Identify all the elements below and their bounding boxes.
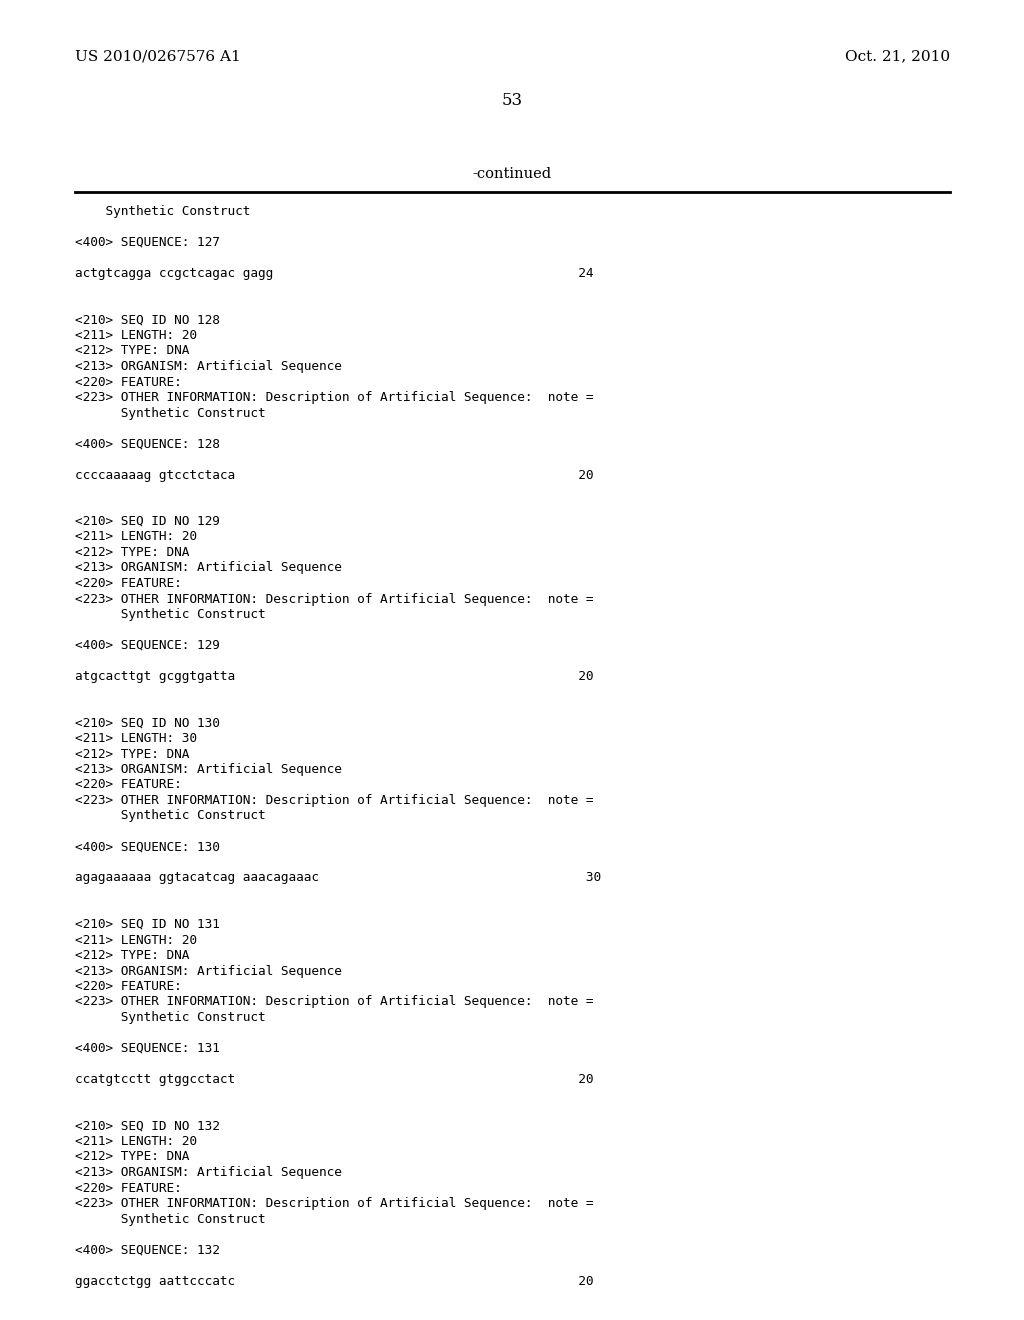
Text: <400> SEQUENCE: 127: <400> SEQUENCE: 127 bbox=[75, 236, 220, 249]
Text: <212> TYPE: DNA: <212> TYPE: DNA bbox=[75, 345, 189, 358]
Text: Synthetic Construct: Synthetic Construct bbox=[75, 205, 251, 218]
Text: atgcacttgt gcggtgatta                                             20: atgcacttgt gcggtgatta 20 bbox=[75, 671, 594, 682]
Text: <211> LENGTH: 20: <211> LENGTH: 20 bbox=[75, 1135, 197, 1148]
Text: <212> TYPE: DNA: <212> TYPE: DNA bbox=[75, 949, 189, 962]
Text: US 2010/0267576 A1: US 2010/0267576 A1 bbox=[75, 49, 241, 63]
Text: ccatgtcctt gtggcctact                                             20: ccatgtcctt gtggcctact 20 bbox=[75, 1073, 594, 1086]
Text: <400> SEQUENCE: 131: <400> SEQUENCE: 131 bbox=[75, 1041, 220, 1055]
Text: <223> OTHER INFORMATION: Description of Artificial Sequence:  note =: <223> OTHER INFORMATION: Description of … bbox=[75, 1197, 594, 1210]
Text: Oct. 21, 2010: Oct. 21, 2010 bbox=[845, 49, 950, 63]
Text: Synthetic Construct: Synthetic Construct bbox=[75, 1213, 265, 1225]
Text: actgtcagga ccgctcagac gagg                                        24: actgtcagga ccgctcagac gagg 24 bbox=[75, 267, 594, 280]
Text: 53: 53 bbox=[502, 92, 522, 110]
Text: <211> LENGTH: 20: <211> LENGTH: 20 bbox=[75, 531, 197, 544]
Text: <210> SEQ ID NO 131: <210> SEQ ID NO 131 bbox=[75, 917, 220, 931]
Text: <212> TYPE: DNA: <212> TYPE: DNA bbox=[75, 546, 189, 558]
Text: Synthetic Construct: Synthetic Construct bbox=[75, 407, 265, 420]
Text: <212> TYPE: DNA: <212> TYPE: DNA bbox=[75, 747, 189, 760]
Text: Synthetic Construct: Synthetic Construct bbox=[75, 609, 265, 620]
Text: <213> ORGANISM: Artificial Sequence: <213> ORGANISM: Artificial Sequence bbox=[75, 965, 342, 978]
Text: <220> FEATURE:: <220> FEATURE: bbox=[75, 779, 181, 792]
Text: <210> SEQ ID NO 129: <210> SEQ ID NO 129 bbox=[75, 515, 220, 528]
Text: Synthetic Construct: Synthetic Construct bbox=[75, 809, 265, 822]
Text: <210> SEQ ID NO 128: <210> SEQ ID NO 128 bbox=[75, 314, 220, 326]
Text: ccccaaaaag gtcctctaca                                             20: ccccaaaaag gtcctctaca 20 bbox=[75, 469, 594, 482]
Text: <220> FEATURE:: <220> FEATURE: bbox=[75, 979, 181, 993]
Text: <400> SEQUENCE: 129: <400> SEQUENCE: 129 bbox=[75, 639, 220, 652]
Text: ggacctctgg aattcccatc                                             20: ggacctctgg aattcccatc 20 bbox=[75, 1275, 594, 1287]
Text: <220> FEATURE:: <220> FEATURE: bbox=[75, 1181, 181, 1195]
Text: <213> ORGANISM: Artificial Sequence: <213> ORGANISM: Artificial Sequence bbox=[75, 561, 342, 574]
Text: <213> ORGANISM: Artificial Sequence: <213> ORGANISM: Artificial Sequence bbox=[75, 1166, 342, 1179]
Text: <213> ORGANISM: Artificial Sequence: <213> ORGANISM: Artificial Sequence bbox=[75, 360, 342, 374]
Text: <210> SEQ ID NO 130: <210> SEQ ID NO 130 bbox=[75, 717, 220, 730]
Text: <211> LENGTH: 20: <211> LENGTH: 20 bbox=[75, 933, 197, 946]
Text: Synthetic Construct: Synthetic Construct bbox=[75, 1011, 265, 1024]
Text: -continued: -continued bbox=[472, 168, 552, 181]
Text: <220> FEATURE:: <220> FEATURE: bbox=[75, 577, 181, 590]
Text: <223> OTHER INFORMATION: Description of Artificial Sequence:  note =: <223> OTHER INFORMATION: Description of … bbox=[75, 995, 594, 1008]
Text: <212> TYPE: DNA: <212> TYPE: DNA bbox=[75, 1151, 189, 1163]
Text: <210> SEQ ID NO 132: <210> SEQ ID NO 132 bbox=[75, 1119, 220, 1133]
Text: <223> OTHER INFORMATION: Description of Artificial Sequence:  note =: <223> OTHER INFORMATION: Description of … bbox=[75, 391, 594, 404]
Text: <213> ORGANISM: Artificial Sequence: <213> ORGANISM: Artificial Sequence bbox=[75, 763, 342, 776]
Text: <400> SEQUENCE: 130: <400> SEQUENCE: 130 bbox=[75, 841, 220, 854]
Text: <400> SEQUENCE: 132: <400> SEQUENCE: 132 bbox=[75, 1243, 220, 1257]
Text: <400> SEQUENCE: 128: <400> SEQUENCE: 128 bbox=[75, 437, 220, 450]
Text: <220> FEATURE:: <220> FEATURE: bbox=[75, 375, 181, 388]
Text: agagaaaaaa ggtacatcag aaacagaaac                                   30: agagaaaaaa ggtacatcag aaacagaaac 30 bbox=[75, 871, 601, 884]
Text: <211> LENGTH: 20: <211> LENGTH: 20 bbox=[75, 329, 197, 342]
Text: <223> OTHER INFORMATION: Description of Artificial Sequence:  note =: <223> OTHER INFORMATION: Description of … bbox=[75, 795, 594, 807]
Text: <211> LENGTH: 30: <211> LENGTH: 30 bbox=[75, 733, 197, 744]
Text: <223> OTHER INFORMATION: Description of Artificial Sequence:  note =: <223> OTHER INFORMATION: Description of … bbox=[75, 593, 594, 606]
